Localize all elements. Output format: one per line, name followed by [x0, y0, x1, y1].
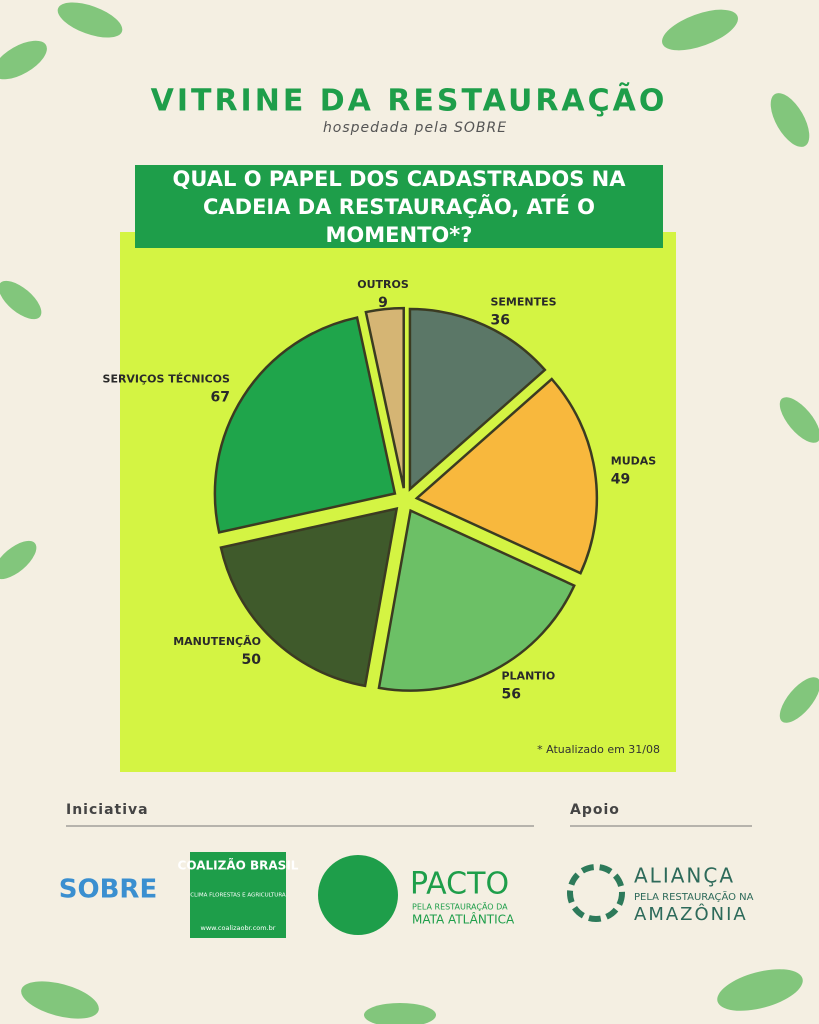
logo-text: PELA RESTAURAÇÃO NA — [634, 890, 754, 903]
slice-label: SERVIÇOS TÉCNICOS — [103, 373, 231, 386]
logo-text: COALIZÃO BRASIL — [178, 858, 299, 873]
logo-text: CLIMA FLORESTAS E AGRICULTURA — [190, 893, 286, 899]
pie-slice — [364, 306, 405, 489]
slice-value: 49 — [611, 472, 630, 488]
chart-note: * Atualizado em 31/08 — [537, 743, 660, 756]
logo-pacto-icon — [318, 855, 398, 935]
slice-value: 56 — [501, 686, 520, 702]
pie-slice — [213, 316, 397, 534]
logo-sobre: SOBRE — [59, 875, 157, 905]
page-title: VITRINE DA RESTAURAÇÃO — [151, 82, 668, 119]
logo-text: AMAZÔNIA — [634, 903, 748, 925]
slice-label: OUTROS — [357, 278, 409, 291]
slice-label: MUDAS — [611, 455, 657, 468]
chart-title: QUAL O PAPEL DOS CADASTRADOS NA CADEIA D… — [172, 168, 626, 246]
slice-label: MANUTENÇÃO — [173, 635, 261, 648]
support-label: Apoio — [570, 802, 620, 818]
slice-label: PLANTIO — [501, 669, 555, 682]
slice-label: SEMENTES — [490, 295, 556, 308]
pie: SEMENTES 36 MUDAS 49 PLANTIO 56 MANUTENÇÃO 50 SE… — [103, 278, 657, 702]
initiative-label: Iniciativa — [66, 802, 149, 818]
logo-text: PACTO — [410, 867, 509, 902]
pie-slice — [377, 508, 576, 692]
logo-text: www.coalizaobr.com.br — [201, 924, 276, 932]
logo-text: MATA ATLÂNTICA — [412, 912, 515, 927]
logo-text: ALIANÇA — [634, 864, 735, 888]
logo-coalizao-box — [190, 852, 286, 938]
slice-value: 9 — [378, 295, 388, 311]
slice-value: 67 — [210, 390, 229, 406]
slice-value: 50 — [241, 652, 261, 668]
pie-slice — [219, 507, 399, 688]
question-wrap: QUAL O PAPEL DOS CADASTRADOS NA CADEIA D… — [172, 168, 626, 246]
pie-slice — [414, 377, 599, 575]
logo-alianca-icon — [567, 864, 625, 922]
question-box — [135, 165, 663, 248]
page-subtitle: hospedada pela SOBRE — [323, 120, 507, 136]
pie-slice — [408, 307, 547, 492]
logo-text: PELA RESTAURAÇÃO DA — [412, 902, 508, 912]
slice-value: 36 — [490, 312, 509, 328]
